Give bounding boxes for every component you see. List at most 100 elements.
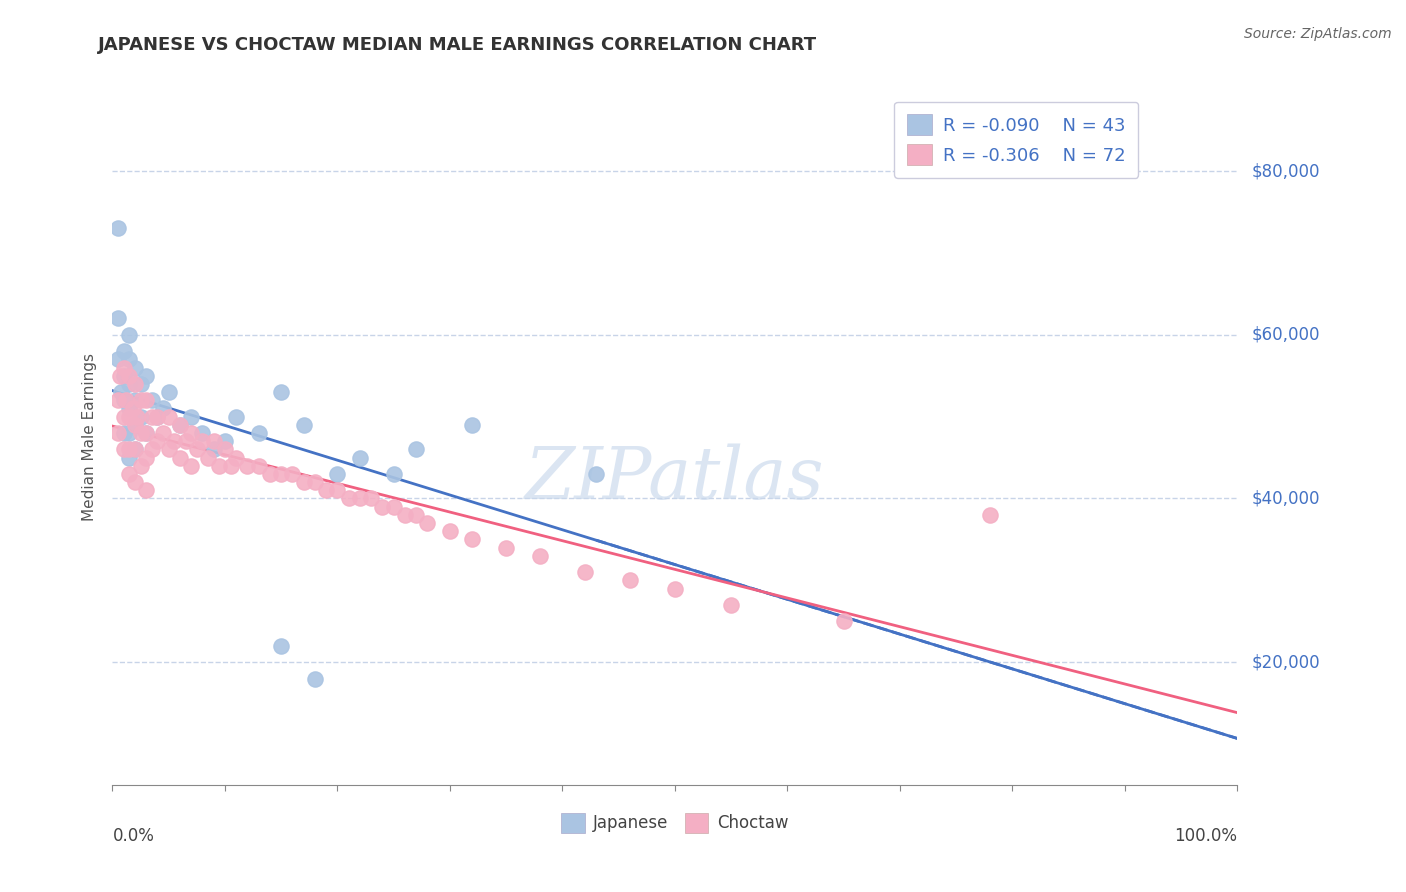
Point (619, 574, 641, 588)
Point (146, 434, 169, 449)
Point (118, 401, 141, 416)
Point (118, 425, 141, 440)
Point (118, 376, 141, 391)
Point (382, 467, 405, 481)
Point (270, 639, 292, 653)
Point (129, 425, 152, 440)
Point (202, 442, 225, 457)
Point (135, 483, 157, 498)
Point (118, 409, 141, 424)
Point (124, 376, 146, 391)
Point (169, 417, 191, 432)
Point (112, 368, 135, 383)
Point (394, 508, 416, 522)
Point (461, 533, 484, 547)
Point (169, 450, 191, 465)
Point (135, 425, 157, 440)
Point (180, 409, 202, 424)
Point (118, 442, 141, 457)
Point (129, 376, 152, 391)
Point (191, 425, 214, 440)
Text: ZIPatlas: ZIPatlas (524, 443, 825, 514)
Point (326, 467, 349, 481)
Point (304, 672, 326, 686)
Point (281, 467, 304, 481)
Point (191, 434, 214, 449)
Point (197, 450, 219, 465)
Text: 0.0%: 0.0% (112, 827, 155, 845)
Point (135, 393, 157, 408)
Point (495, 541, 517, 555)
Point (157, 409, 180, 424)
Text: 100.0%: 100.0% (1174, 827, 1237, 845)
Point (146, 409, 169, 424)
Text: Source: ZipAtlas.com: Source: ZipAtlas.com (1244, 27, 1392, 41)
Point (202, 434, 225, 449)
Text: $20,000: $20,000 (1251, 653, 1320, 671)
Text: $40,000: $40,000 (1251, 490, 1320, 508)
Point (214, 442, 236, 457)
Point (208, 458, 231, 473)
Point (135, 450, 157, 465)
Point (180, 458, 202, 473)
Legend: Japanese, Choctaw: Japanese, Choctaw (555, 806, 794, 839)
Point (112, 442, 135, 457)
Point (112, 425, 135, 440)
Point (405, 442, 427, 457)
Point (124, 417, 146, 432)
Point (141, 442, 163, 457)
Point (129, 409, 152, 424)
Point (129, 393, 152, 408)
Point (382, 500, 405, 514)
Point (461, 417, 484, 432)
Point (169, 417, 191, 432)
Point (141, 409, 163, 424)
Point (124, 442, 146, 457)
Point (292, 417, 315, 432)
Point (121, 401, 143, 416)
Point (236, 458, 259, 473)
Point (112, 344, 135, 359)
Point (720, 598, 742, 612)
Point (118, 450, 141, 465)
Point (107, 352, 129, 367)
Y-axis label: Median Male Earnings: Median Male Earnings (82, 353, 97, 521)
Point (405, 508, 427, 522)
Point (225, 409, 247, 424)
Text: $80,000: $80,000 (1251, 162, 1320, 180)
Point (107, 425, 129, 440)
Point (124, 417, 146, 432)
Point (146, 409, 169, 424)
Point (107, 311, 129, 326)
Point (115, 393, 138, 408)
Point (135, 368, 157, 383)
Point (118, 352, 141, 367)
Point (349, 491, 371, 506)
Point (118, 368, 141, 383)
Point (180, 425, 202, 440)
Point (157, 385, 180, 400)
Point (127, 409, 149, 424)
Point (186, 442, 208, 457)
Point (270, 385, 292, 400)
Point (141, 393, 163, 408)
Point (529, 549, 551, 563)
Point (574, 565, 596, 579)
Point (247, 458, 270, 473)
Point (337, 491, 360, 506)
Point (439, 524, 461, 539)
Point (118, 467, 141, 481)
Point (118, 327, 141, 342)
Point (214, 434, 236, 449)
Point (315, 483, 337, 498)
Text: JAPANESE VS CHOCTAW MEDIAN MALE EARNINGS CORRELATION CHART: JAPANESE VS CHOCTAW MEDIAN MALE EARNINGS… (98, 36, 817, 54)
Point (371, 500, 394, 514)
Point (152, 401, 174, 416)
Point (174, 434, 197, 449)
Point (416, 516, 439, 530)
Point (304, 475, 326, 489)
Point (832, 614, 855, 628)
Point (124, 442, 146, 457)
Point (152, 425, 174, 440)
Point (326, 483, 349, 498)
